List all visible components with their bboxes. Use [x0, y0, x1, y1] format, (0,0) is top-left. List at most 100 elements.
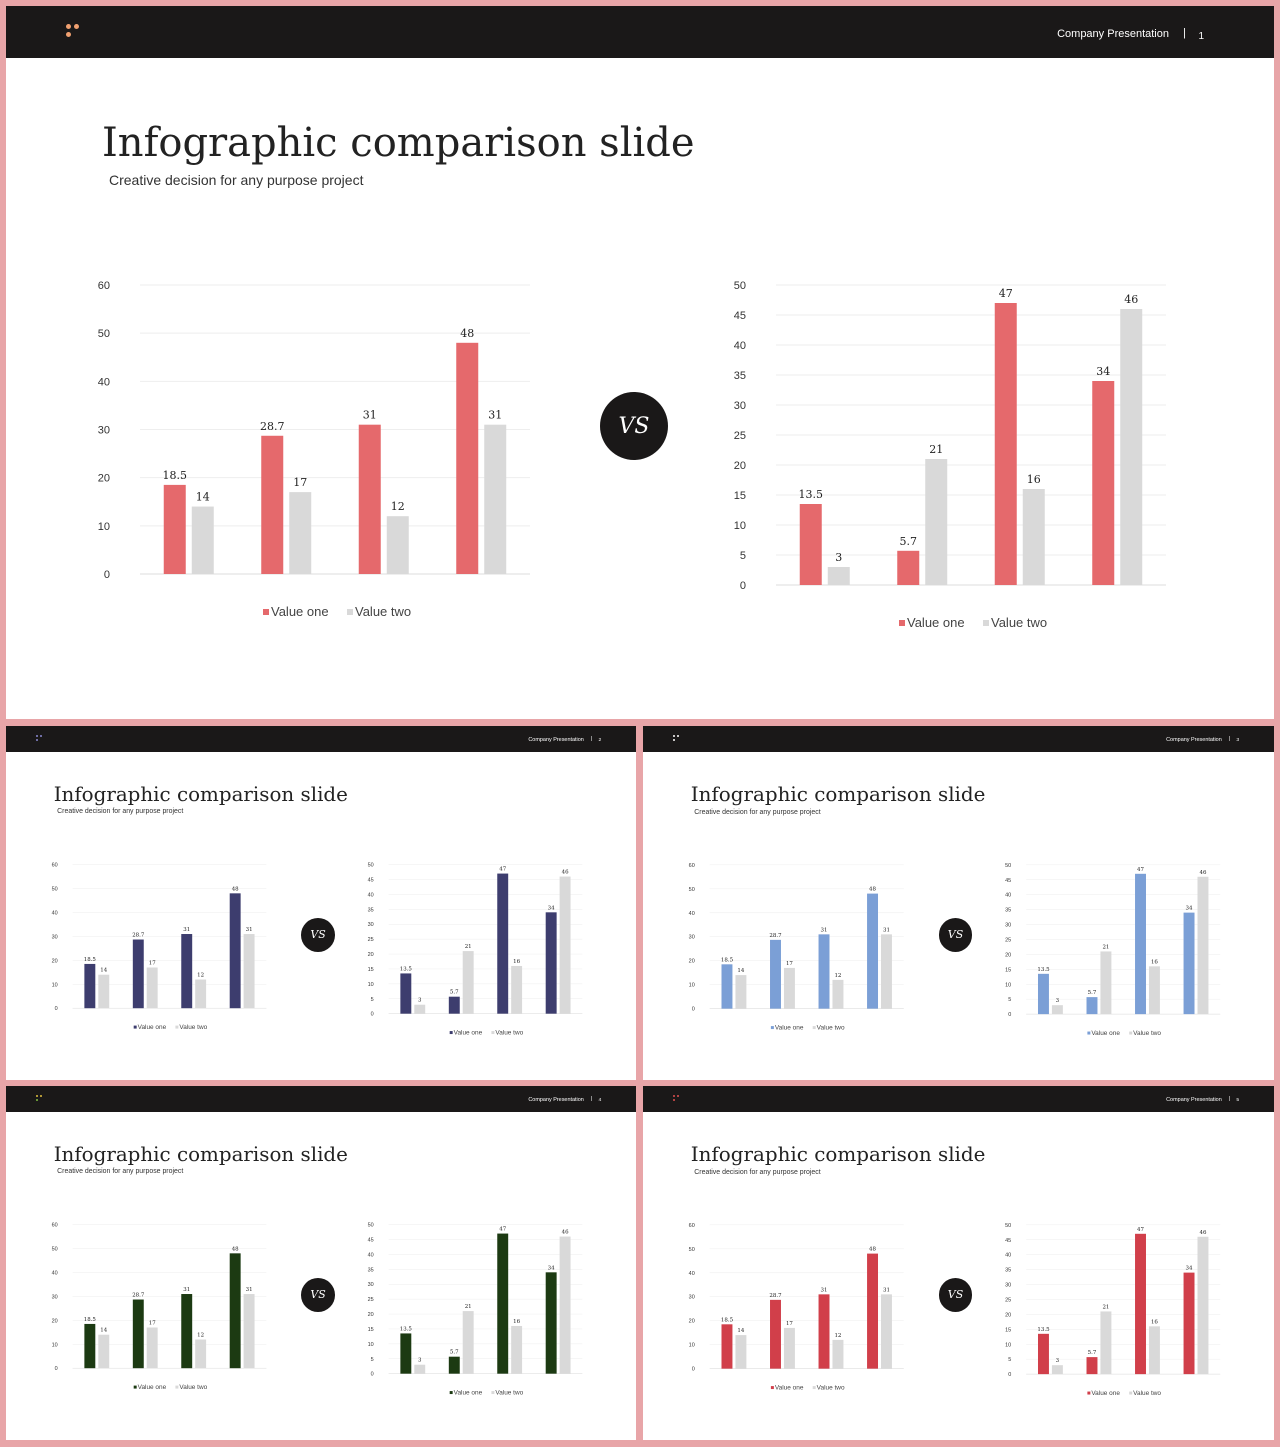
- y-tick-label: 15: [1005, 1327, 1011, 1333]
- legend-swatch-value-one: [770, 1386, 774, 1390]
- bar-value-two-1: [827, 567, 850, 585]
- data-label: 5.7: [450, 1350, 459, 1356]
- y-tick-label: 20: [734, 460, 746, 472]
- data-label: 28.7: [132, 933, 145, 939]
- data-label: 47: [499, 867, 506, 873]
- bar-value-two-2: [925, 459, 948, 585]
- y-tick-label: 45: [368, 878, 374, 884]
- bar-value-one-3: [818, 1294, 830, 1369]
- legend-swatch-value-one: [449, 1031, 453, 1035]
- y-tick-label: 5: [371, 997, 374, 1003]
- vs-badge: VS: [301, 1277, 335, 1312]
- slide-1[interactable]: Company Presentation | 1 Infographic compar…: [6, 6, 1274, 719]
- logo-dot: [35, 738, 39, 742]
- bar-value-one-2: [448, 996, 460, 1014]
- data-label: 17: [786, 961, 793, 967]
- data-label: 5.7: [1088, 1350, 1097, 1356]
- y-tick-label: 30: [1005, 1283, 1011, 1289]
- slide-4[interactable]: Company Presentation | 4 Infographic compar…: [6, 1086, 636, 1440]
- y-tick-label: 45: [368, 1238, 374, 1244]
- logo-dot: [35, 1094, 39, 1098]
- data-label: 31: [246, 927, 253, 933]
- bar-value-two-4: [1197, 876, 1209, 1015]
- y-tick-label: 40: [98, 376, 110, 388]
- y-tick-label: 10: [368, 982, 374, 988]
- y-tick-label: 60: [52, 863, 58, 869]
- bar-value-two-4: [880, 1294, 892, 1369]
- data-label: 31: [883, 927, 890, 933]
- y-tick-label: 30: [368, 1282, 374, 1288]
- chart-1: 0 10 20 30 40 50 60 18.5 28.7 31 48 14 17 12 31 Value o…: [52, 863, 267, 1031]
- data-label: 28.7: [769, 1293, 782, 1299]
- bar-value-one-1: [163, 484, 186, 574]
- y-tick-label: 10: [368, 1342, 374, 1348]
- legend-swatch-value-one: [1087, 1031, 1091, 1035]
- data-label: 17: [149, 961, 156, 967]
- header-separator: |: [590, 736, 593, 743]
- data-label: 12: [834, 973, 841, 979]
- slide-title: Infographic comparison slide: [53, 1142, 348, 1166]
- data-label: 17: [293, 476, 307, 489]
- data-label: 5.7: [900, 535, 918, 548]
- slide-3[interactable]: Company Presentation | 3 Infographic compar…: [643, 726, 1274, 1080]
- slide-5[interactable]: Company Presentation | 5 Infographic compar…: [643, 1086, 1274, 1440]
- chart-1: 0 10 20 30 40 50 60 18.5 28.7 31 48 14 17 12 31 Value o…: [689, 863, 904, 1032]
- bar-value-one-1: [400, 1333, 412, 1374]
- legend-label-value-one: Value one: [775, 1385, 804, 1392]
- legend-label-value-two: Value two: [991, 615, 1047, 630]
- data-label: 46: [1199, 1230, 1206, 1236]
- logo-dot: [39, 1094, 43, 1098]
- logo-dot: [676, 734, 680, 738]
- bar-value-two-4: [484, 424, 507, 574]
- bar-value-one-1: [1037, 1333, 1049, 1375]
- bar-value-one-3: [358, 424, 381, 574]
- bar-value-two-3: [511, 1325, 523, 1374]
- bar-value-one-3: [994, 303, 1017, 585]
- legend-swatch-value-one: [770, 1026, 774, 1030]
- data-label: 18.5: [721, 1317, 734, 1323]
- data-label: 3: [418, 1358, 422, 1364]
- y-tick-label: 10: [52, 982, 58, 988]
- legend-label-value-one: Value one: [775, 1025, 804, 1032]
- y-tick-label: 15: [1005, 967, 1011, 973]
- data-label: 3: [835, 551, 842, 564]
- bar-value-two-3: [386, 516, 409, 574]
- y-tick-label: 20: [1005, 952, 1011, 958]
- legend-swatch-value-one: [1087, 1391, 1091, 1395]
- legend-swatch-value-two: [1129, 1391, 1133, 1395]
- y-tick-label: 25: [734, 430, 746, 442]
- y-tick-label: 35: [734, 370, 746, 382]
- legend-swatch-value-one: [899, 620, 905, 626]
- data-label: 34: [1186, 1266, 1193, 1272]
- legend-label-value-one: Value one: [907, 615, 965, 630]
- y-tick-label: 45: [1005, 1238, 1011, 1244]
- bar-value-two-3: [195, 1339, 207, 1369]
- legend-swatch-value-two: [812, 1386, 816, 1390]
- data-label: 21: [465, 944, 472, 950]
- slide-2[interactable]: Company Presentation | 2 Infographic compar…: [6, 726, 636, 1080]
- bar-value-two-4: [559, 876, 571, 1014]
- y-tick-label: 60: [689, 1223, 695, 1229]
- legend-label-value-two: Value two: [495, 1390, 523, 1397]
- data-label: 13.5: [1037, 1327, 1050, 1333]
- page-number: 2: [598, 738, 602, 744]
- y-tick-label: 30: [689, 935, 695, 941]
- y-tick-label: 0: [740, 580, 746, 592]
- data-label: 46: [1124, 293, 1138, 306]
- data-label: 17: [786, 1321, 793, 1327]
- vs-badge: VS: [301, 917, 335, 952]
- data-label: 28.7: [260, 420, 285, 433]
- data-label: 17: [149, 1321, 156, 1327]
- chart-2: 0 5 10 15 20 25 30 35 40 45 50 13.5 5.7 47 34 3 21 16 46 Va…: [368, 1223, 583, 1397]
- legend-label-value-two: Value two: [817, 1025, 845, 1032]
- y-tick-label: 50: [368, 1223, 374, 1229]
- legend-label-value-two: Value two: [1133, 1030, 1161, 1037]
- slide-subtitle: Creative decision for any purpose projec…: [57, 808, 184, 816]
- legend-swatch-value-two: [175, 1025, 179, 1029]
- y-tick-label: 20: [52, 1318, 58, 1324]
- data-label: 13.5: [799, 488, 824, 501]
- bar-value-two-1: [1051, 1005, 1063, 1015]
- header-label: Company Presentation: [1166, 1096, 1222, 1103]
- legend-swatch-value-one: [449, 1391, 453, 1395]
